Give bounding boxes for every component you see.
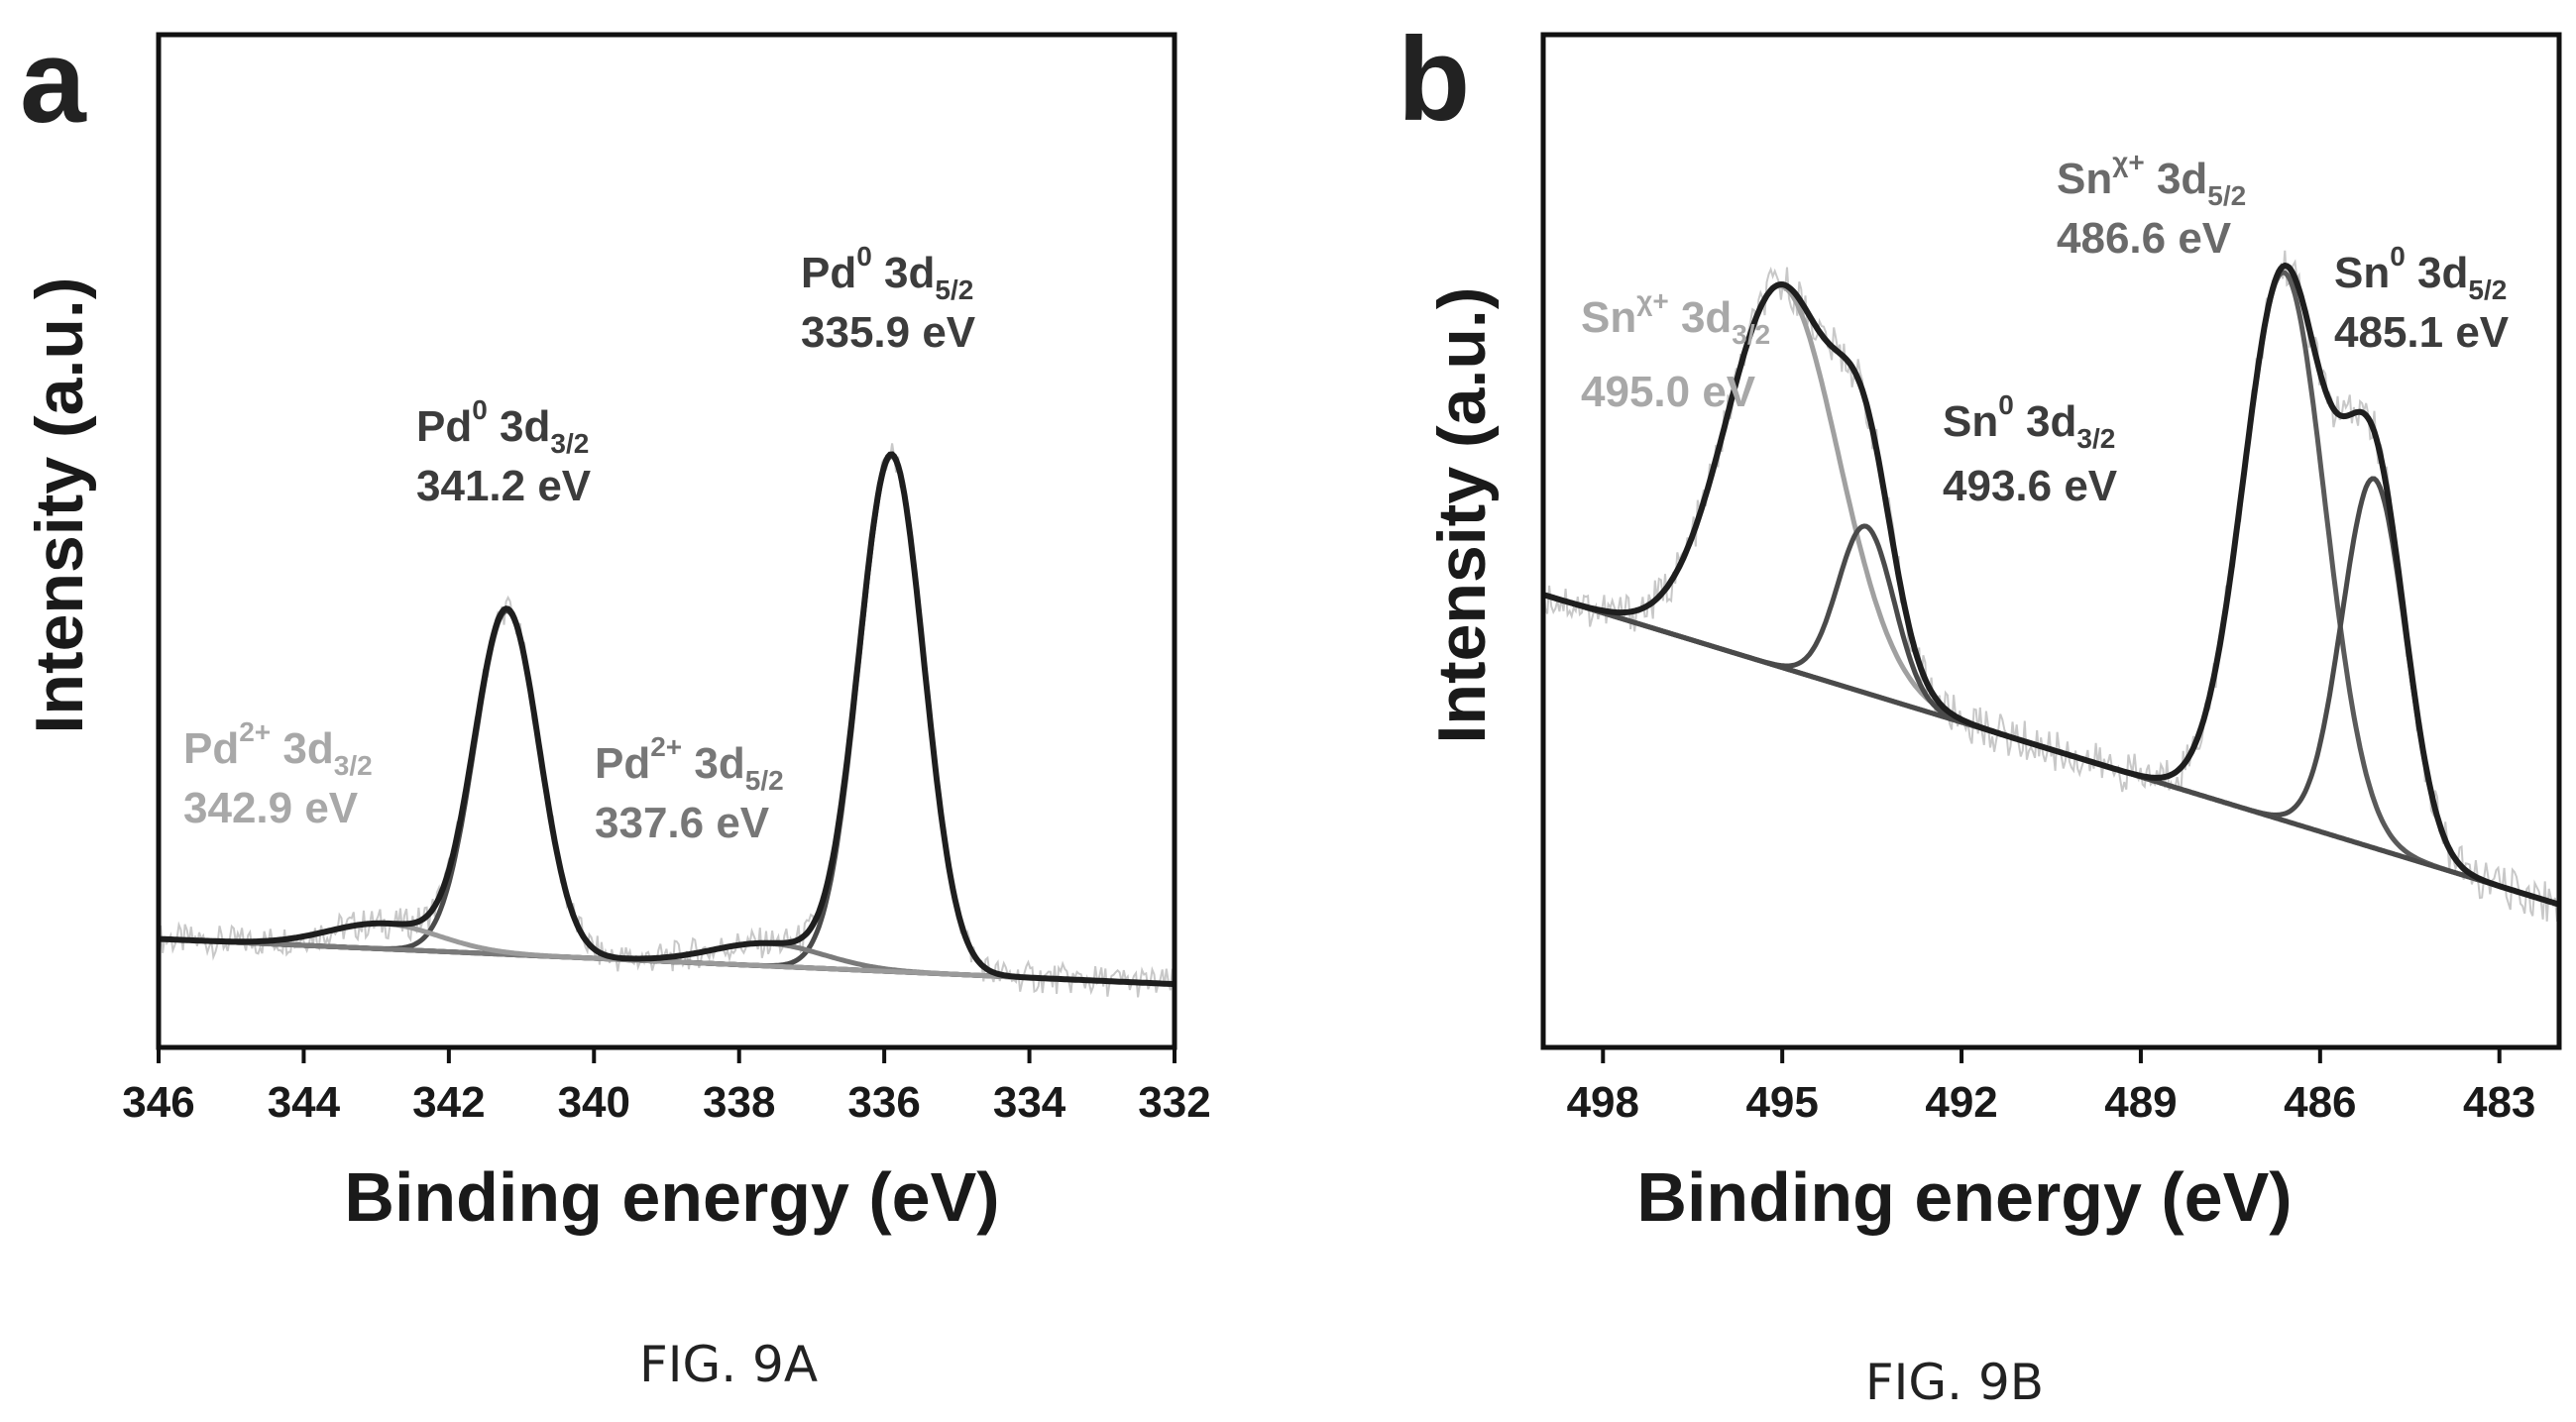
x-axis-label-a: Binding energy (eV) [344,1158,1000,1236]
x-tick-label: 346 [122,1078,194,1127]
annotation-element: Pd [595,739,650,788]
annotation-sup: 2+ [650,731,682,762]
plot-frame [1540,32,2562,1050]
annotation-sub: 5/2 [745,765,784,796]
plot-area [159,443,1175,998]
panel-a: a Intensity (a.u.) Binding energy (eV) 3… [20,15,1211,1393]
svg-text:Pd0 3d3/2: Pd0 3d3/2 [416,394,589,459]
x-tick-label: 495 [1745,1078,1818,1127]
annotation-sup: χ+ [2112,147,2144,177]
annotation-sup: 2+ [239,716,271,747]
x-tick-label: 334 [993,1078,1066,1127]
svg-text:Pd0 3d5/2: Pd0 3d5/2 [801,241,973,305]
svg-text:Sn0 3d5/2: Sn0 3d5/2 [2334,241,2507,305]
x-tick-label: 486 [2284,1078,2356,1127]
annotation-orbital: 3d [2014,397,2077,446]
plot-area [1543,250,2559,923]
annotation-energy: 485.1 eV [2334,308,2510,357]
x-tick-label: 340 [558,1078,630,1127]
x-axis-label-b: Binding energy (eV) [1636,1158,2293,1236]
annotation-sub: 5/2 [935,274,973,305]
annotation-sup: 0 [1998,389,2014,420]
svg-text:Snχ+ 3d5/2: Snχ+ 3d5/2 [2057,147,2246,211]
annotation-sub: 3/2 [2076,423,2115,454]
raw-data-trace [159,443,1175,998]
x-tick-label: 483 [2463,1078,2535,1127]
svg-text:Pd2+ 3d3/2: Pd2+ 3d3/2 [183,716,373,781]
annotation-sub: 5/2 [2468,274,2507,305]
annotation-orbital: 3d [2406,249,2469,297]
annotation-sup: χ+ [1636,285,1668,316]
figure-caption-b: FIG. 9B [1864,1354,2045,1411]
annotation-energy: 486.6 eV [2057,214,2232,263]
component-peak-4 [1543,523,2559,908]
peak-annotation: Sn0 3d3/2 493.6 eV [1943,389,2118,510]
plot-frame [156,32,1177,1050]
annotation-element: Pd [416,402,472,451]
x-tick-label: 332 [1138,1078,1210,1127]
x-tick-label: 344 [268,1078,341,1127]
figure-caption-a: FIG. 9A [638,1336,819,1393]
annotation-sub: 5/2 [2207,180,2246,211]
annotation-energy: 335.9 eV [801,308,976,357]
annotation-sup: 0 [856,241,872,272]
annotation-orbital: 3d [1669,293,1733,342]
panel-b: b Intensity (a.u.) Binding energy (eV) 4… [1288,0,2576,1422]
annotation-energy: 341.2 eV [416,462,592,510]
svg-text:Pd2+ 3d5/2: Pd2+ 3d5/2 [595,731,784,796]
annotation-element: Sn [1943,397,1998,446]
annotation-element: Sn [1581,293,1636,342]
x-tick-label: 498 [1567,1078,1639,1127]
annotation-orbital: 3d [872,249,936,297]
fit-envelope [1543,262,2559,908]
annotation-element: Pd [183,724,239,773]
x-tick-label: 342 [412,1078,485,1127]
annotation-orbital: 3d [682,739,745,788]
annotation-energy: 337.6 eV [595,799,770,847]
annotation-energy: 342.9 eV [183,784,359,832]
x-tick-label: 336 [847,1078,920,1127]
annotation-sup: 0 [2390,241,2406,272]
annotation-element: Sn [2334,249,2390,297]
x-tick-label: 338 [703,1078,775,1127]
annotation-sub: 3/2 [334,750,373,781]
annotation-element: Sn [2057,155,2112,203]
panel-letter-b: b [1398,13,1471,146]
annotation-energy: 493.6 eV [1943,462,2118,510]
panel-letter-a: a [20,15,86,148]
peak-annotation: Snχ+ 3d3/2 495.0 eV [1581,285,1770,416]
annotation-element: Pd [801,249,856,297]
annotation-orbital: 3d [488,402,551,451]
svg-text:Sn0 3d3/2: Sn0 3d3/2 [1943,389,2115,454]
component-peak-1 [159,453,1175,987]
annotation-sup: 0 [472,394,488,425]
svg-text:Snχ+ 3d3/2: Snχ+ 3d3/2 [1581,285,1770,350]
annotation-sub: 3/2 [550,428,589,459]
x-tick-label: 492 [1925,1078,1997,1127]
fit-envelope [159,451,1175,988]
annotation-sub: 3/2 [1732,319,1770,350]
annotation-orbital: 3d [271,724,334,773]
annotation-energy: 495.0 eV [1581,368,1756,416]
x-tick-label: 489 [2104,1078,2177,1127]
annotation-orbital: 3d [2145,155,2208,203]
